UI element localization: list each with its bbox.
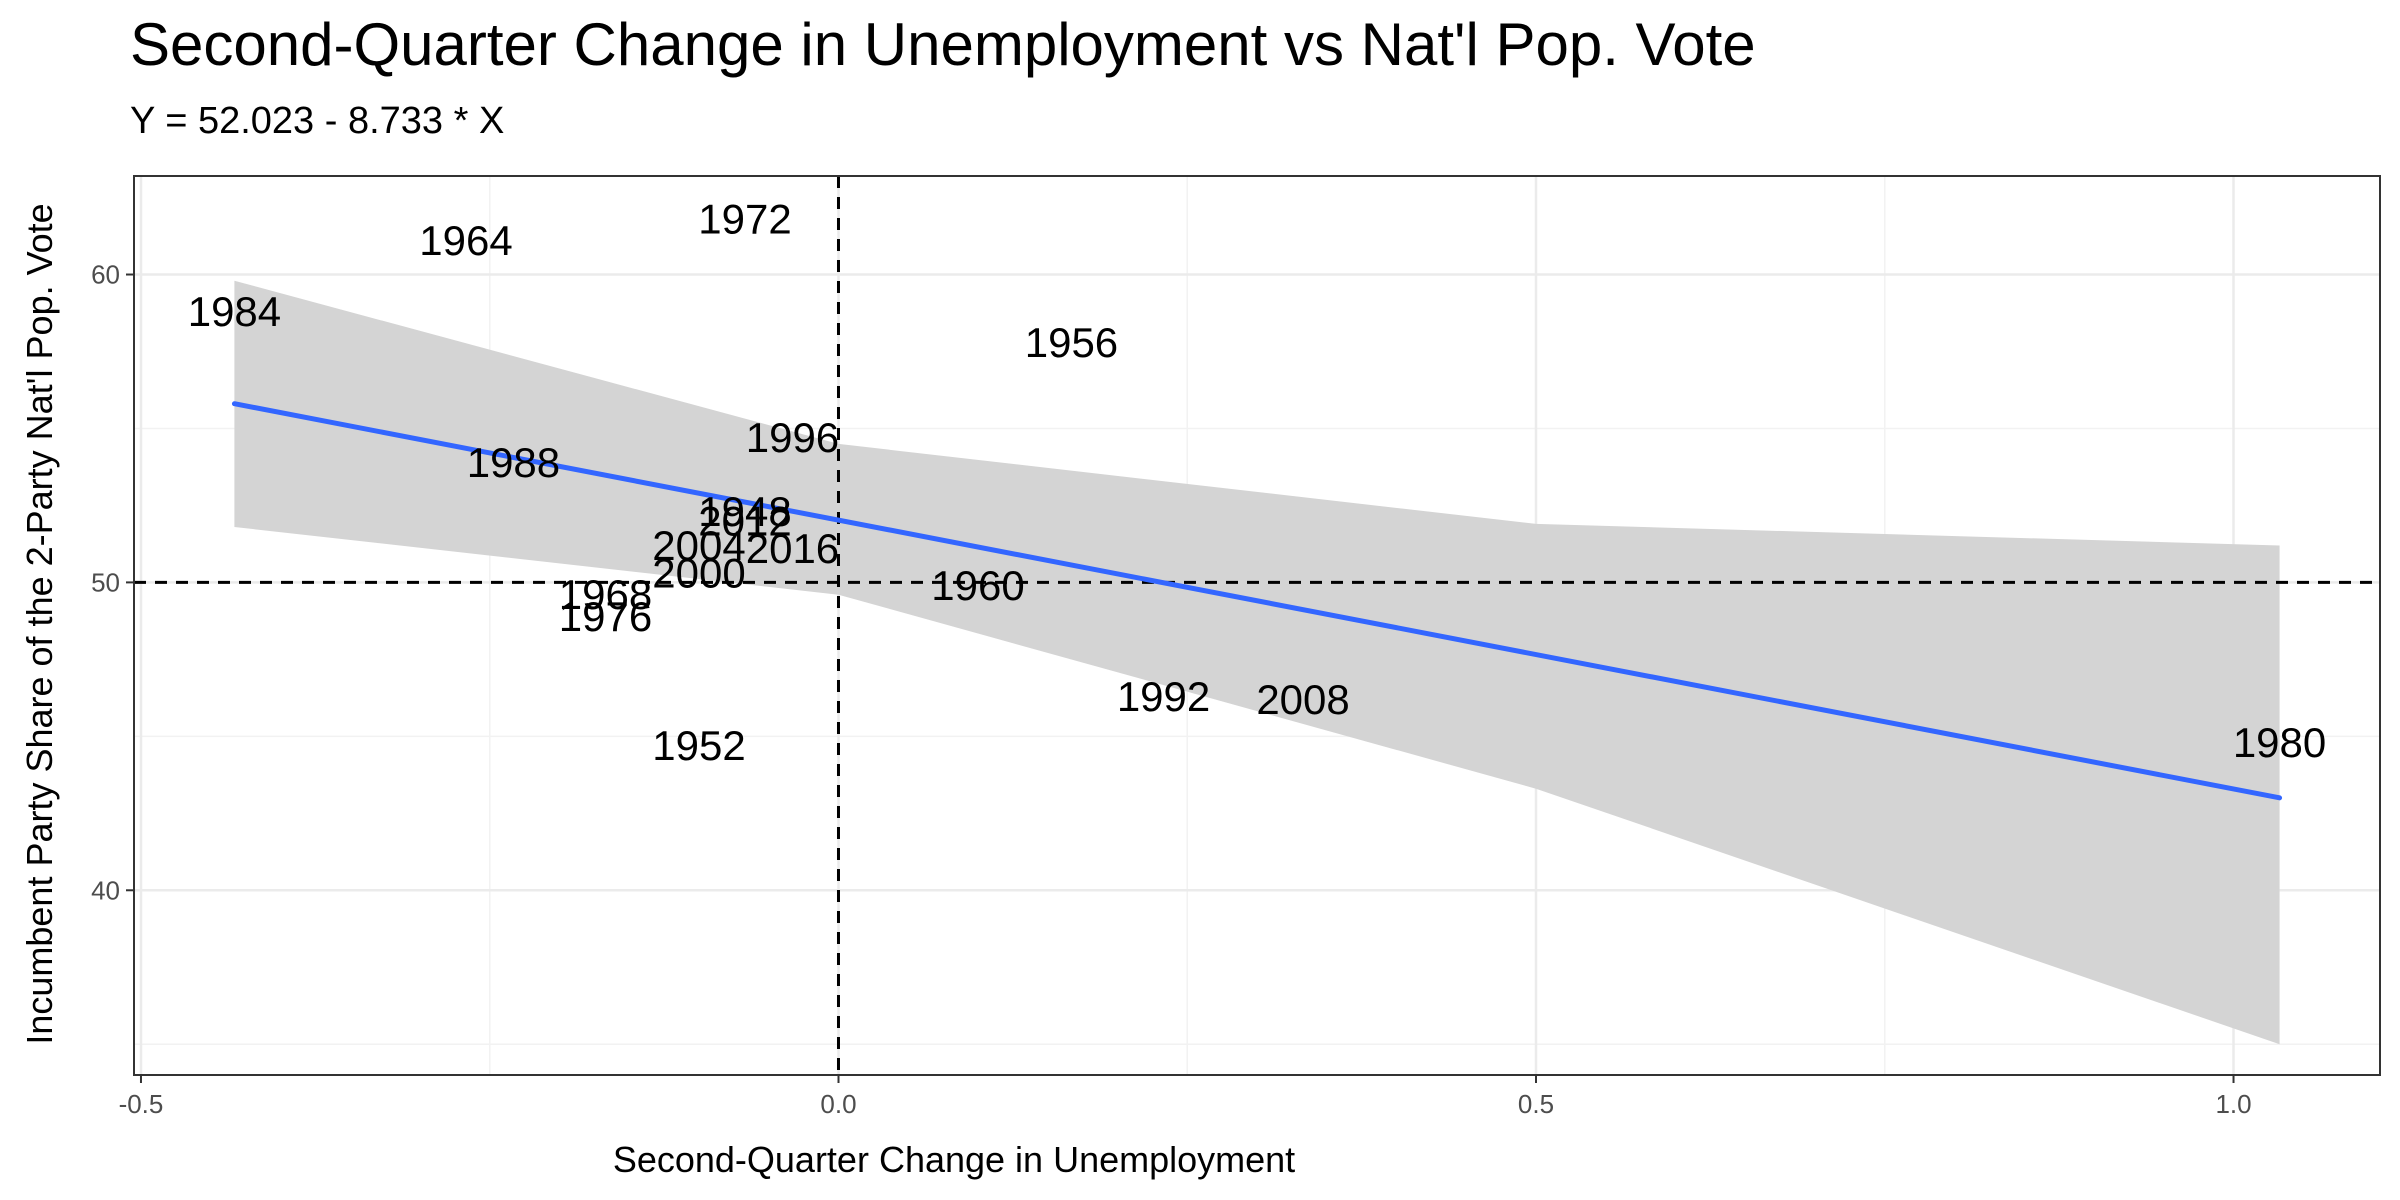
x-tick-label: 0.0: [820, 1089, 856, 1119]
y-tick-label: 60: [91, 260, 120, 290]
point-label: 1952: [652, 722, 745, 769]
x-axis-title: Second-Quarter Change in Unemployment: [613, 1139, 1295, 1180]
x-tick-label: 1.0: [2215, 1089, 2251, 1119]
point-label: 1992: [1117, 673, 1210, 720]
point-label: 1972: [698, 196, 791, 243]
reference-lines: [134, 176, 2380, 1075]
point-label: 2016: [746, 525, 839, 572]
y-axis-ticks: 40 50 60: [91, 260, 134, 905]
point-label: 1964: [419, 217, 512, 264]
regression-line: [231, 401, 2283, 801]
chart-title: Second-Quarter Change in Unemployment vs…: [130, 11, 1756, 78]
confidence-band-area: [234, 280, 2280, 1045]
x-axis-ticks: -0.5 0.0 0.5 1.0: [119, 1075, 2252, 1119]
point-label: 2008: [1256, 676, 1349, 723]
fit-line: [231, 401, 2283, 801]
y-tick-label: 50: [91, 567, 120, 597]
chart-subtitle: Y = 52.023 - 8.733 * X: [130, 100, 505, 142]
x-tick-label: 0.5: [1518, 1089, 1554, 1119]
y-tick-label: 40: [91, 875, 120, 905]
point-label: 1960: [931, 562, 1024, 609]
point-label: 1996: [746, 414, 839, 461]
point-label: 1988: [467, 439, 560, 486]
point-label: 1968: [559, 571, 652, 618]
point-label: 1984: [188, 288, 281, 335]
confidence-band: [234, 280, 2280, 1045]
point-label: 2004: [652, 522, 745, 569]
point-label: 1948: [698, 488, 791, 535]
point-label: 2000: [652, 550, 745, 597]
point-label: 1980: [2233, 719, 2326, 766]
plot-panel-border: [133, 175, 2381, 1076]
panel-border-rect: [133, 175, 2381, 1076]
point-label: 2012: [698, 497, 791, 544]
point-label: 1956: [1025, 319, 1118, 366]
y-axis-title: Incumbent Party Share of the 2-Party Nat…: [19, 203, 60, 1044]
point-label: 1976: [559, 593, 652, 640]
x-tick-label: -0.5: [119, 1089, 164, 1119]
